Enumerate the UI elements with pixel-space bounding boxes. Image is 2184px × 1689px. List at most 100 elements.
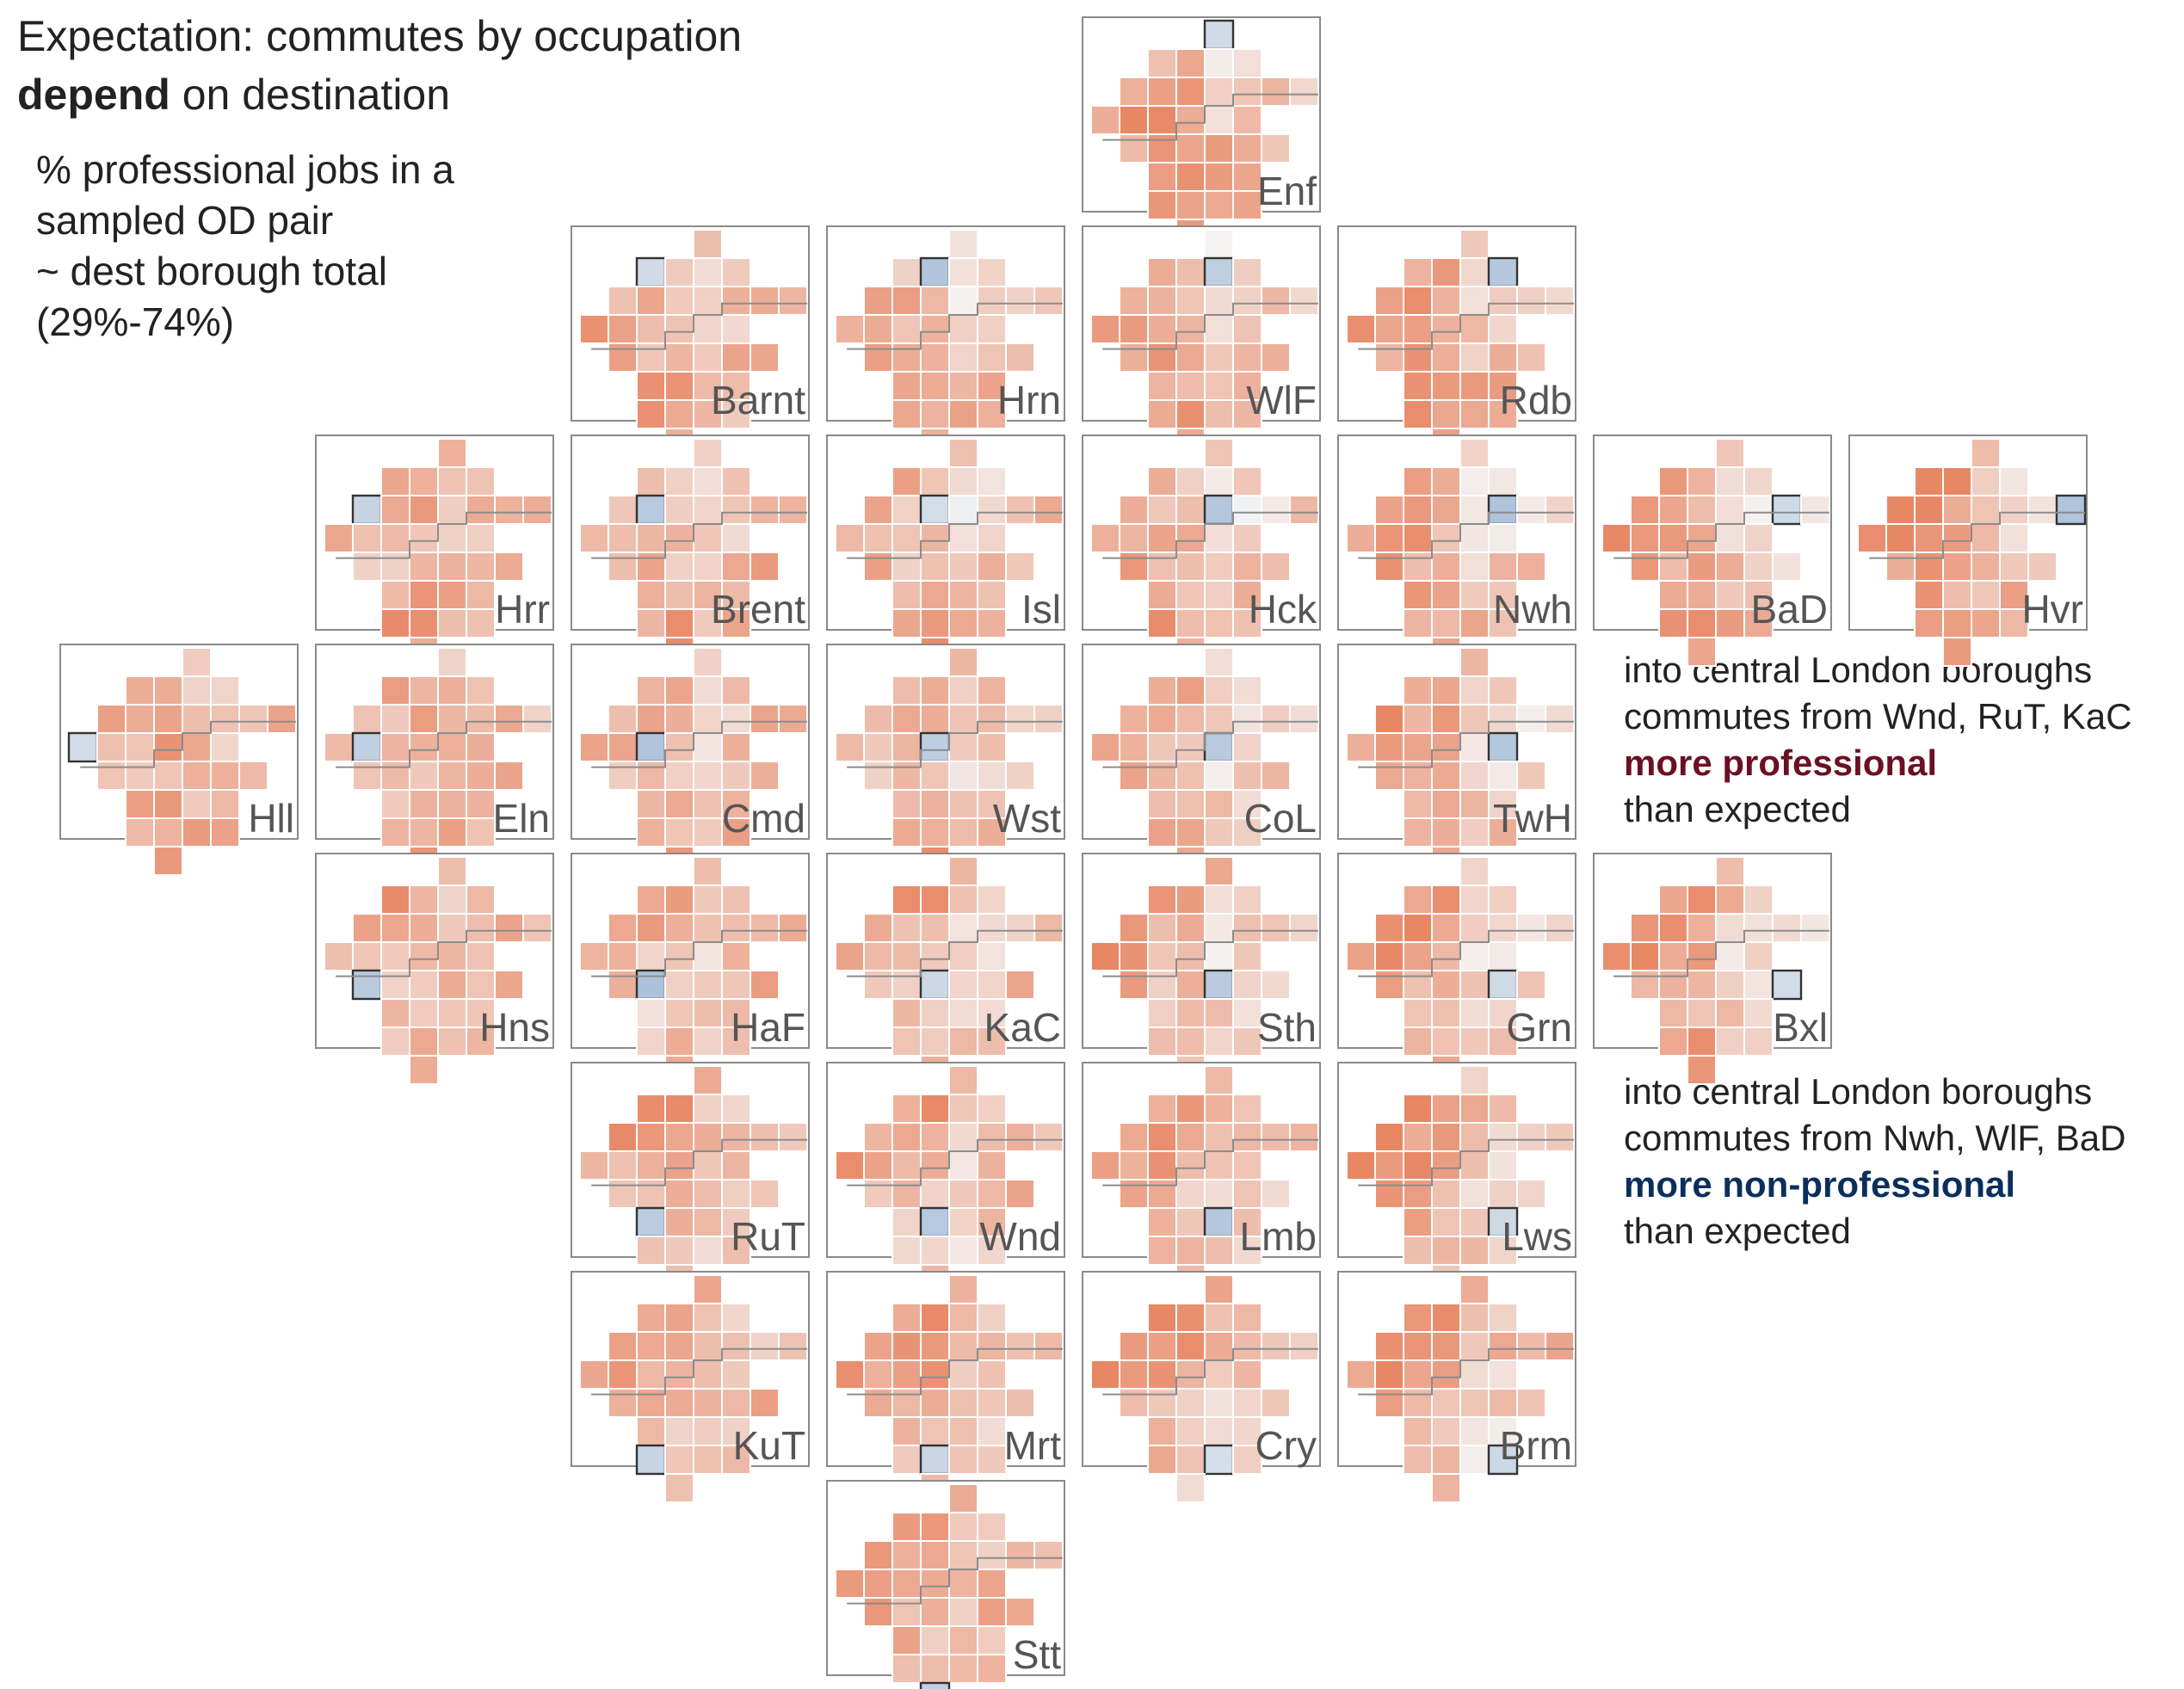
origin-cell bbox=[1403, 314, 1433, 344]
origin-cell bbox=[1516, 342, 1546, 373]
destination-cell bbox=[1203, 256, 1235, 288]
origin-cell bbox=[1175, 761, 1206, 791]
origin-cell bbox=[891, 1026, 922, 1057]
panel-label: Enf bbox=[1257, 169, 1317, 213]
origin-cell bbox=[153, 846, 183, 876]
origin-cell bbox=[1346, 732, 1376, 762]
origin-cell bbox=[977, 998, 1007, 1028]
origin-cell bbox=[664, 1359, 694, 1390]
origin-cell bbox=[1743, 495, 1774, 525]
origin-cell bbox=[1459, 1094, 1490, 1124]
origin-cell bbox=[1403, 941, 1433, 971]
origin-cell bbox=[1403, 1094, 1433, 1124]
origin-cell bbox=[1658, 495, 1688, 525]
origin-cell bbox=[693, 1094, 723, 1124]
origin-cell bbox=[977, 286, 1007, 316]
origin-cell bbox=[1658, 608, 1688, 638]
origin-cell bbox=[948, 438, 978, 468]
origin-cell bbox=[693, 998, 723, 1028]
origin-cell bbox=[494, 761, 524, 791]
origin-cell bbox=[863, 913, 893, 943]
panel-label: Cmd bbox=[722, 796, 805, 841]
origin-cell bbox=[721, 1303, 751, 1333]
origin-cell bbox=[863, 523, 893, 553]
origin-cell bbox=[1147, 1026, 1177, 1057]
destination-cell bbox=[1203, 1444, 1235, 1476]
origin-cell bbox=[693, 523, 723, 553]
origin-cell bbox=[977, 342, 1007, 373]
destination-cell bbox=[1771, 969, 1803, 1001]
origin-cell bbox=[1204, 1026, 1234, 1057]
origin-cell bbox=[1403, 704, 1433, 734]
destination-cell bbox=[2055, 494, 2087, 526]
origin-cell bbox=[977, 257, 1007, 287]
origin-cell bbox=[522, 495, 552, 525]
panel-haf: HaF bbox=[571, 853, 810, 1085]
origin-cell bbox=[1232, 133, 1262, 163]
origin-cell bbox=[1971, 552, 2001, 582]
origin-cell bbox=[1431, 342, 1461, 373]
origin-cell bbox=[664, 371, 694, 401]
river-line bbox=[1102, 929, 1318, 977]
origin-cell bbox=[1204, 162, 1234, 192]
origin-cell bbox=[1374, 704, 1404, 734]
origin-cell bbox=[693, 732, 723, 762]
origin-cell bbox=[1403, 1150, 1433, 1180]
origin-cell bbox=[409, 704, 439, 734]
origin-cell bbox=[977, 1331, 1007, 1361]
origin-cell bbox=[891, 1654, 922, 1684]
river-line bbox=[591, 1347, 807, 1396]
origin-cell bbox=[1971, 495, 2001, 525]
origin-cell bbox=[1147, 1303, 1177, 1333]
origin-cell bbox=[750, 342, 780, 373]
origin-cell bbox=[1289, 913, 1319, 943]
origin-cell bbox=[522, 704, 552, 734]
origin-cell bbox=[1261, 1122, 1291, 1152]
origin-cell bbox=[1687, 970, 1717, 1000]
origin-cell bbox=[1431, 761, 1461, 791]
origin-cell bbox=[1147, 608, 1177, 638]
origin-cell bbox=[977, 1540, 1007, 1570]
origin-cell bbox=[1403, 675, 1433, 706]
destination-cell bbox=[1203, 969, 1235, 1001]
origin-cell bbox=[1374, 523, 1404, 553]
origin-cell bbox=[891, 580, 922, 610]
origin-cell bbox=[1204, 647, 1234, 677]
origin-cell bbox=[948, 1625, 978, 1655]
panel-wlf: WlF bbox=[1082, 225, 1321, 458]
origin-cell bbox=[1175, 523, 1206, 553]
origin-cell bbox=[1488, 704, 1518, 734]
origin-cell bbox=[920, 998, 950, 1028]
origin-cell bbox=[1005, 761, 1035, 791]
origin-cell bbox=[1431, 580, 1461, 610]
origin-cell bbox=[210, 732, 240, 762]
origin-cell bbox=[721, 1122, 751, 1152]
origin-cell bbox=[920, 1331, 950, 1361]
origin-cell bbox=[636, 675, 666, 706]
origin-cell bbox=[1346, 1359, 1376, 1390]
origin-cell bbox=[1630, 913, 1660, 943]
origin-cell bbox=[1232, 761, 1262, 791]
origin-cell bbox=[1459, 1065, 1490, 1095]
origin-cell bbox=[891, 399, 922, 429]
origin-cell bbox=[1914, 608, 1944, 638]
origin-cell bbox=[1601, 941, 1632, 971]
origin-cell bbox=[1403, 732, 1433, 762]
origin-cell bbox=[466, 552, 496, 582]
origin-cell bbox=[1459, 1150, 1490, 1180]
destination-cell bbox=[635, 256, 667, 288]
origin-cell bbox=[466, 704, 496, 734]
origin-cell bbox=[1090, 523, 1120, 553]
origin-cell bbox=[1232, 1026, 1262, 1057]
origin-cell bbox=[1147, 1445, 1177, 1475]
origin-cell bbox=[1204, 1388, 1234, 1418]
origin-cell bbox=[664, 913, 694, 943]
origin-cell bbox=[977, 1094, 1007, 1124]
origin-cell bbox=[948, 1483, 978, 1513]
origin-cell bbox=[1175, 371, 1206, 401]
origin-cell bbox=[409, 789, 439, 819]
origin-cell bbox=[1147, 314, 1177, 344]
origin-cell bbox=[437, 523, 467, 553]
origin-cell bbox=[1175, 1331, 1206, 1361]
origin-cell bbox=[1431, 1416, 1461, 1446]
